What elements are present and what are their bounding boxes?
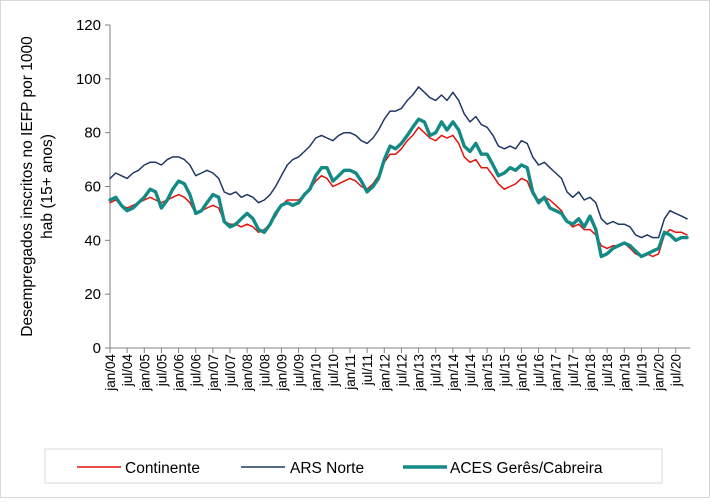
x-tick-label: jan/10	[309, 354, 324, 392]
x-tick-label: jul/07	[223, 354, 238, 387]
x-tick-label: jan/04	[103, 354, 118, 392]
x-tick-label: jan/17	[549, 354, 564, 392]
x-tick-label: jan/12	[377, 354, 392, 392]
x-tick-label: jul/20	[669, 354, 684, 387]
y-tick-label: 100	[76, 71, 101, 88]
x-tick-label: jul/08	[257, 354, 272, 387]
y-tick-label: 80	[84, 125, 101, 142]
x-tick-label: jan/20	[652, 354, 667, 392]
x-tick-label: jan/18	[583, 354, 598, 392]
y-tick-label: 120	[76, 17, 101, 34]
legend-label: ARS Norte	[290, 460, 364, 477]
y-axis-title-line: hab (15+ anos)	[39, 134, 56, 239]
x-tick-label: jan/15	[480, 354, 495, 392]
x-tick-label: jan/07	[206, 354, 221, 392]
x-tick-label: jan/08	[240, 354, 255, 392]
x-tick-label: jan/14	[446, 354, 461, 392]
x-tick-label: jul/04	[120, 354, 135, 388]
y-tick-label: 40	[84, 232, 101, 249]
x-tick-label: jan/13	[412, 354, 427, 392]
x-tick-label: jan/11	[343, 354, 358, 391]
series-line	[108, 117, 689, 259]
series-line	[109, 86, 688, 239]
x-tick-label: jul/14	[463, 354, 478, 388]
y-tick-label: 20	[84, 286, 101, 303]
x-tick-label: jul/10	[326, 354, 341, 387]
x-tick-label: jul/17	[566, 354, 581, 387]
x-tick-label: jul/06	[189, 354, 204, 387]
x-tick-label: jan/09	[274, 354, 289, 392]
x-tick-label: jul/15	[497, 354, 512, 387]
x-tick-label: jul/05	[154, 354, 169, 387]
x-tick-label: jan/16	[514, 354, 529, 392]
x-tick-label: jul/18	[600, 354, 615, 387]
series-line	[109, 126, 688, 258]
legend-label: Continente	[125, 460, 200, 477]
y-tick-label: 0	[93, 340, 101, 357]
x-tick-label: jan/06	[172, 354, 187, 392]
x-tick-label: jan/05	[137, 354, 152, 392]
x-tick-label: jul/19	[634, 354, 649, 387]
y-tick-label: 60	[84, 179, 101, 196]
x-tick-label: jul/16	[532, 354, 547, 387]
x-tick-label: jul/09	[292, 354, 307, 387]
legend-label: ACES Gerês/Cabreira	[450, 460, 603, 477]
y-axis-title: Desempregados inscritos no IEFP por 1000…	[19, 36, 56, 337]
x-tick-label: jul/13	[429, 354, 444, 387]
x-tick-label: jan/19	[617, 354, 632, 392]
y-axis-title-line: Desempregados inscritos no IEFP por 1000	[19, 36, 36, 337]
legend-box	[44, 448, 663, 484]
legend: Continente ARS Norte ACES Gerês/Cabreira	[44, 448, 663, 484]
x-tick-label: jul/11	[360, 354, 375, 386]
x-tick-label: jul/12	[394, 354, 409, 387]
